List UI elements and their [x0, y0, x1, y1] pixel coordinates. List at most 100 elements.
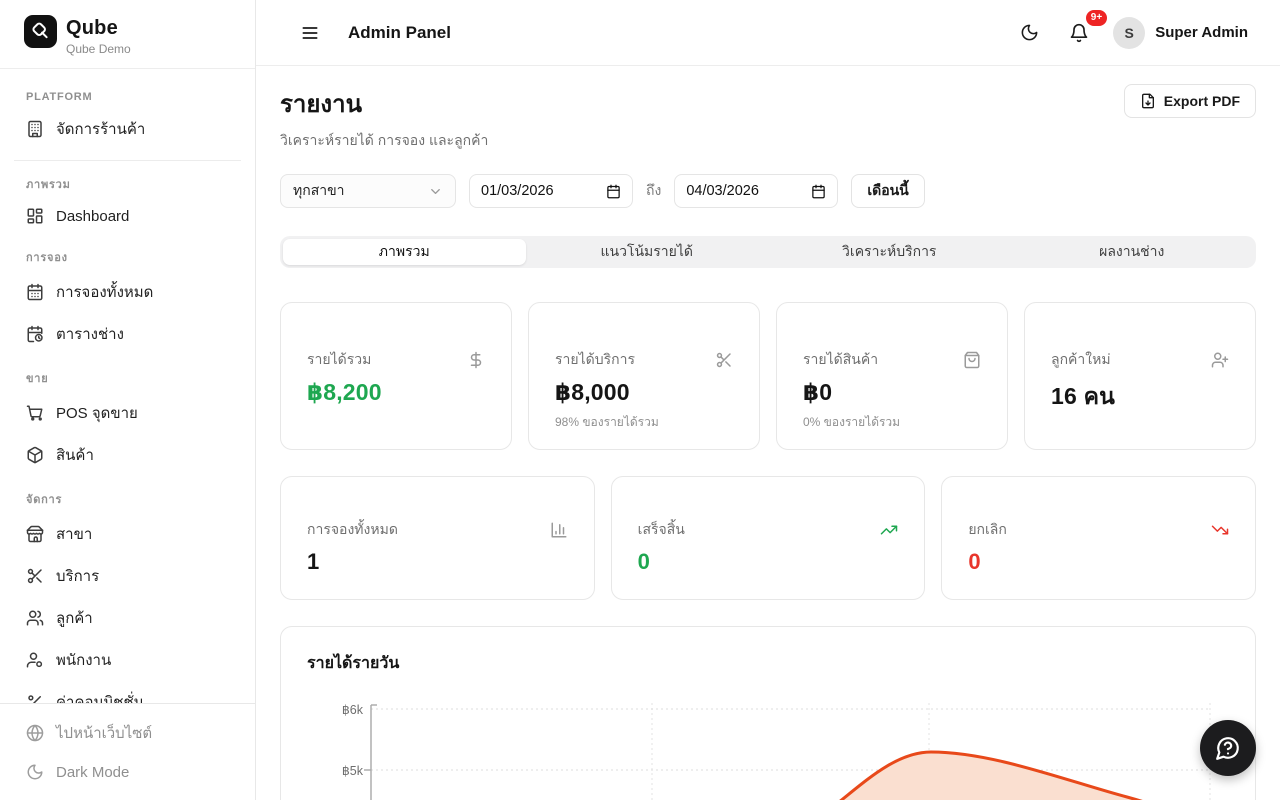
- sidebar-item-staff[interactable]: พนักงาน: [12, 639, 243, 681]
- stat-card-product-revenue: รายได้สินค้า ฿0 0% ของรายได้รวม: [776, 302, 1008, 450]
- section-label-sales: ขาย: [26, 373, 49, 385]
- sidebar-item-label: Dark Mode: [56, 763, 130, 781]
- card-label: การจองทั้งหมด: [307, 521, 398, 537]
- calendar-clock-icon: [27, 325, 43, 343]
- section-label-overview: ภาพรวม: [26, 179, 71, 191]
- stat-card-cancelled: ยกเลิก 0: [941, 476, 1256, 600]
- stat-card-service-revenue: รายได้บริการ ฿8,000 98% ของรายได้รวม: [528, 302, 760, 450]
- sidebar-item-pos[interactable]: POS จุดขาย: [12, 392, 243, 434]
- sidebar-item-branches[interactable]: สาขา: [12, 513, 243, 555]
- theme-toggle-button[interactable]: [1014, 17, 1045, 48]
- building-store-icon: [28, 120, 42, 138]
- trending-down-icon: [1211, 525, 1229, 535]
- topbar-title: Admin Panel: [348, 22, 451, 42]
- daily-revenue-chart-card: รายได้รายวัน ฿6k ฿5k: [280, 626, 1256, 800]
- sidebar-footer: ไปหน้าเว็บไซต์ Dark Mode: [0, 703, 255, 800]
- sidebar-item-technician-schedule[interactable]: ตารางช่าง: [12, 313, 243, 355]
- globe-icon: [26, 724, 44, 742]
- sidebar-item-label: จัดการร้านค้า: [56, 121, 146, 138]
- tab-revenue-trend[interactable]: แนวโน้มรายได้: [600, 243, 694, 259]
- sidebar-item-label: สาขา: [56, 526, 93, 543]
- sidebar-item-label: ตารางช่าง: [56, 326, 124, 343]
- sidebar-nav: PLATFORM จัดการร้านค้า ภาพรวม Dashboard …: [0, 69, 255, 703]
- bell-icon: [1070, 23, 1088, 42]
- sidebar-item-commission[interactable]: ค่าคอมมิชชั่น: [12, 681, 243, 703]
- stat-card-total-bookings: การจองทั้งหมด 1: [280, 476, 595, 600]
- qube-logo-icon: [24, 15, 57, 48]
- sidebar-item-go-to-website[interactable]: ไปหน้าเว็บไซต์: [12, 712, 243, 754]
- user-menu[interactable]: S Super Admin: [1113, 16, 1248, 49]
- section-label-bookings: การจอง: [26, 252, 68, 264]
- date-from-value: 01/03/2026: [481, 183, 554, 199]
- section-label-manage: จัดการ: [26, 494, 63, 506]
- stat-card-new-customers: ลูกค้าใหม่ 16 คน: [1024, 302, 1256, 450]
- scissors-icon: [716, 352, 731, 368]
- date-to-input[interactable]: 04/03/2026: [674, 174, 839, 208]
- avatar: S: [1113, 16, 1146, 49]
- package-icon: [27, 446, 43, 464]
- menu-icon: [302, 26, 318, 39]
- menu-toggle-button[interactable]: [294, 17, 326, 49]
- percent-icon: [28, 695, 41, 703]
- card-label: รายได้สินค้า: [803, 351, 879, 367]
- user-cog-icon: [26, 652, 43, 668]
- brand-name: Qube: [66, 17, 118, 39]
- branch-select[interactable]: ทุกสาขา: [280, 174, 456, 208]
- card-value: ฿0: [803, 379, 833, 405]
- content: รายงาน วิเคราะห์รายได้ การจอง และลูกค้า …: [256, 66, 1280, 800]
- card-label: รายได้รวม: [307, 351, 372, 367]
- this-month-button[interactable]: เดือนนี้: [851, 174, 925, 208]
- moon-icon: [27, 764, 43, 780]
- shopping-bag-icon: [964, 351, 980, 369]
- tab-technician-performance[interactable]: ผลงานช่าง: [1099, 243, 1165, 259]
- report-tabs: ภาพรวม แนวโน้มรายได้ วิเคราะห์บริการ ผลง…: [280, 236, 1256, 268]
- card-value: 1: [307, 549, 320, 574]
- tab-service-analysis[interactable]: วิเคราะห์บริการ: [842, 243, 937, 259]
- card-label: รายได้บริการ: [555, 351, 635, 367]
- calendar-icon: [607, 184, 620, 198]
- card-subtext: 0% ของรายได้รวม: [803, 415, 901, 429]
- date-from-input[interactable]: 01/03/2026: [469, 174, 633, 208]
- export-pdf-label: Export PDF: [1163, 93, 1240, 109]
- y-tick-label-6k: ฿6k: [342, 703, 364, 717]
- sidebar-item-customers[interactable]: ลูกค้า: [12, 597, 243, 639]
- card-value: ฿8,000: [555, 379, 630, 405]
- dollar-icon: [470, 351, 482, 369]
- revenue-area: [841, 752, 1138, 800]
- calendar-icon: [812, 184, 826, 198]
- card-label: ยกเลิก: [968, 521, 1007, 537]
- store-icon: [26, 525, 44, 543]
- help-button[interactable]: [1200, 720, 1256, 776]
- chart-title: รายได้รายวัน: [307, 655, 400, 672]
- sidebar-item-dark-mode[interactable]: Dark Mode: [12, 754, 243, 790]
- card-subtext: 98% ของรายได้รวม: [555, 415, 659, 429]
- chevron-down-icon: [431, 188, 440, 194]
- sidebar-item-services[interactable]: บริการ: [12, 555, 243, 597]
- daily-revenue-area-chart: ฿6k ฿5k: [342, 703, 1211, 800]
- export-pdf-button[interactable]: Export PDF: [1123, 84, 1256, 118]
- user-name: Super Admin: [1155, 24, 1248, 41]
- sidebar-item-products[interactable]: สินค้า: [12, 434, 243, 476]
- page-title: รายงาน: [280, 91, 363, 118]
- topbar: Admin Panel 9+ S Super Admin: [256, 0, 1280, 66]
- sidebar-item-label: ค่าคอมมิชชั่น: [56, 694, 144, 703]
- user-plus-icon: [1211, 352, 1229, 368]
- help-bubble-icon: [1216, 737, 1239, 760]
- stat-card-completed: เสร็จสิ้น 0: [610, 476, 926, 600]
- sidebar: Qube Qube Demo PLATFORM จัดการร้านค้า ภา…: [0, 0, 256, 800]
- file-download-icon: [1141, 93, 1154, 109]
- tab-overview[interactable]: ภาพรวม: [283, 239, 526, 265]
- card-label: เสร็จสิ้น: [637, 521, 685, 537]
- calendar-days-icon: [27, 283, 43, 301]
- moon-icon: [1021, 24, 1038, 41]
- notification-badge: 9+: [1085, 9, 1108, 26]
- notifications-button[interactable]: [1063, 17, 1095, 49]
- sidebar-item-store-management[interactable]: จัดการร้านค้า: [12, 108, 243, 150]
- branch-select-value: ทุกสาขา: [293, 182, 345, 198]
- sidebar-item-dashboard[interactable]: Dashboard: [12, 198, 243, 234]
- bar-chart-icon: [551, 522, 567, 538]
- sidebar-item-label: การจองทั้งหมด: [56, 284, 154, 301]
- shopping-cart-icon: [26, 405, 43, 421]
- sidebar-item-all-bookings[interactable]: การจองทั้งหมด: [12, 271, 243, 313]
- card-value: ฿8,200: [307, 379, 382, 405]
